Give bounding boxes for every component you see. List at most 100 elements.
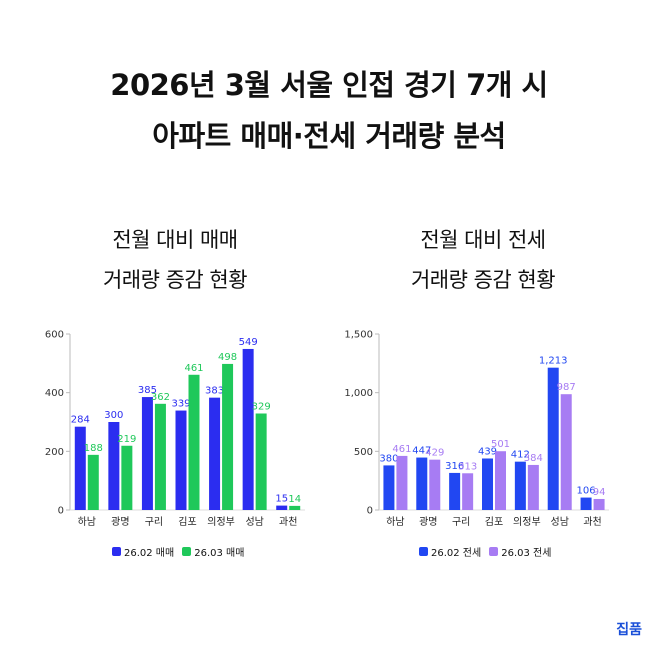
- data-label: 447: [412, 446, 431, 457]
- y-tick-label: 0: [58, 506, 64, 517]
- right-chart-subtitle: 전월 대비 전세 거래량 증감 현황: [333, 220, 633, 300]
- x-tick-label: 김포: [485, 516, 503, 528]
- data-label: 461: [392, 444, 411, 455]
- legend-swatch-mar-sale: [182, 547, 192, 556]
- legend-item-mar-jeonse: 26.03 전세: [489, 544, 551, 559]
- x-tick-label: 하남: [386, 515, 404, 528]
- bar-mar: [396, 455, 408, 510]
- data-label: 313: [458, 461, 477, 472]
- data-label: 94: [593, 487, 606, 498]
- right-chart-subtitle-line2: 거래량 증감 현황: [410, 268, 556, 292]
- bar-mar: [154, 403, 166, 510]
- bar-mar: [495, 451, 506, 510]
- data-label: 385: [138, 385, 157, 396]
- data-label: 380: [379, 453, 398, 464]
- x-tick-label: 성남: [245, 516, 263, 528]
- left-chart-subtitle-line2: 거래량 증감 현황: [102, 268, 248, 292]
- bar-mar: [429, 459, 441, 510]
- bar-feb: [416, 457, 428, 510]
- bar-mar: [593, 498, 605, 510]
- bar-mar: [87, 454, 99, 510]
- legend-swatch-mar-jeonse: [489, 547, 499, 556]
- brand-logo-text: 집품: [616, 622, 642, 638]
- data-label: 188: [84, 443, 103, 454]
- bar-feb: [547, 367, 559, 510]
- bar-feb: [108, 422, 120, 510]
- bar-mar: [527, 464, 539, 510]
- legend-label-mar-jeonse: 26.03 전세: [501, 548, 552, 559]
- data-label: 501: [491, 439, 510, 450]
- data-label: 284: [71, 415, 90, 426]
- legend-label-feb-sale: 26.02 매매: [124, 548, 175, 559]
- bar-mar: [255, 413, 267, 510]
- data-label: 461: [184, 363, 203, 374]
- jeonse-chart-legend: 26.02 전세 26.03 전세: [419, 544, 551, 559]
- data-label: 14: [288, 494, 301, 505]
- page-title-line2: 아파트 매매·전세 거래량 분석: [152, 119, 506, 153]
- data-label: 106: [577, 486, 596, 497]
- bar-feb: [209, 397, 221, 510]
- data-label: 329: [252, 401, 271, 412]
- bar-mar: [121, 445, 133, 510]
- x-tick-label: 과천: [279, 516, 297, 528]
- y-tick-label: 1,500: [344, 330, 373, 341]
- data-label: 15: [275, 494, 288, 505]
- y-tick-label: 400: [45, 388, 64, 399]
- right-chart-subtitle-line1: 전월 대비 전세: [420, 228, 546, 252]
- data-label: 316: [445, 461, 464, 472]
- data-label: 219: [117, 434, 136, 445]
- bar-mar: [289, 505, 301, 510]
- x-tick-label: 하남: [78, 515, 96, 528]
- data-label: 339: [171, 399, 190, 410]
- bar-feb: [580, 497, 592, 510]
- page-title-line1: 2026년 3월 서울 인접 경기 7개 시: [110, 68, 548, 102]
- data-label: 549: [239, 337, 258, 348]
- legend-item-feb-jeonse: 26.02 전세: [419, 544, 481, 559]
- x-tick-label: 광명: [419, 516, 437, 528]
- data-label: 987: [557, 382, 576, 393]
- data-label: 429: [425, 448, 444, 459]
- legend-label-feb-jeonse: 26.02 전세: [431, 548, 482, 559]
- bar-feb: [276, 505, 288, 510]
- data-label: 439: [478, 446, 497, 457]
- legend-swatch-feb-jeonse: [419, 547, 428, 556]
- bar-mar: [188, 374, 200, 510]
- bar-mar: [222, 363, 234, 510]
- data-label: 412: [511, 450, 530, 461]
- legend-swatch-feb-sale: [112, 547, 121, 556]
- data-label: 384: [524, 453, 543, 464]
- sale-chart-legend: 26.02 매매 26.03 매매: [112, 544, 244, 559]
- data-label: 300: [104, 410, 123, 421]
- x-tick-label: 광명: [111, 516, 129, 528]
- bar-mar: [560, 394, 572, 510]
- bar-feb: [74, 426, 86, 510]
- x-tick-label: 구리: [145, 516, 163, 528]
- bar-feb: [449, 472, 461, 510]
- data-label: 498: [218, 352, 237, 363]
- x-tick-label: 구리: [452, 516, 470, 528]
- x-tick-label: 성남: [551, 516, 569, 528]
- bar-feb: [514, 461, 526, 510]
- bar-feb: [383, 465, 395, 510]
- data-label: 1,213: [539, 356, 568, 367]
- y-tick-label: 0: [367, 506, 373, 517]
- y-tick-label: 500: [354, 447, 373, 458]
- x-tick-label: 의정부: [513, 516, 541, 528]
- bar-feb: [175, 410, 187, 510]
- bar-feb: [242, 348, 254, 510]
- legend-item-feb-sale: 26.02 매매: [112, 544, 174, 559]
- x-tick-label: 김포: [178, 516, 196, 528]
- bar-mar: [462, 473, 474, 510]
- legend-label-mar-sale: 26.03 매매: [194, 548, 245, 559]
- left-chart-subtitle: 전월 대비 매매 거래량 증감 현황: [25, 220, 325, 300]
- legend-item-mar-sale: 26.03 매매: [182, 544, 244, 559]
- x-tick-label: 과천: [583, 516, 601, 528]
- bar-feb: [141, 397, 153, 510]
- left-chart-subtitle-line1: 전월 대비 매매: [112, 228, 238, 252]
- y-tick-label: 600: [45, 330, 64, 341]
- bar-feb: [482, 458, 493, 510]
- data-label: 362: [151, 392, 170, 403]
- y-tick-label: 200: [45, 447, 64, 458]
